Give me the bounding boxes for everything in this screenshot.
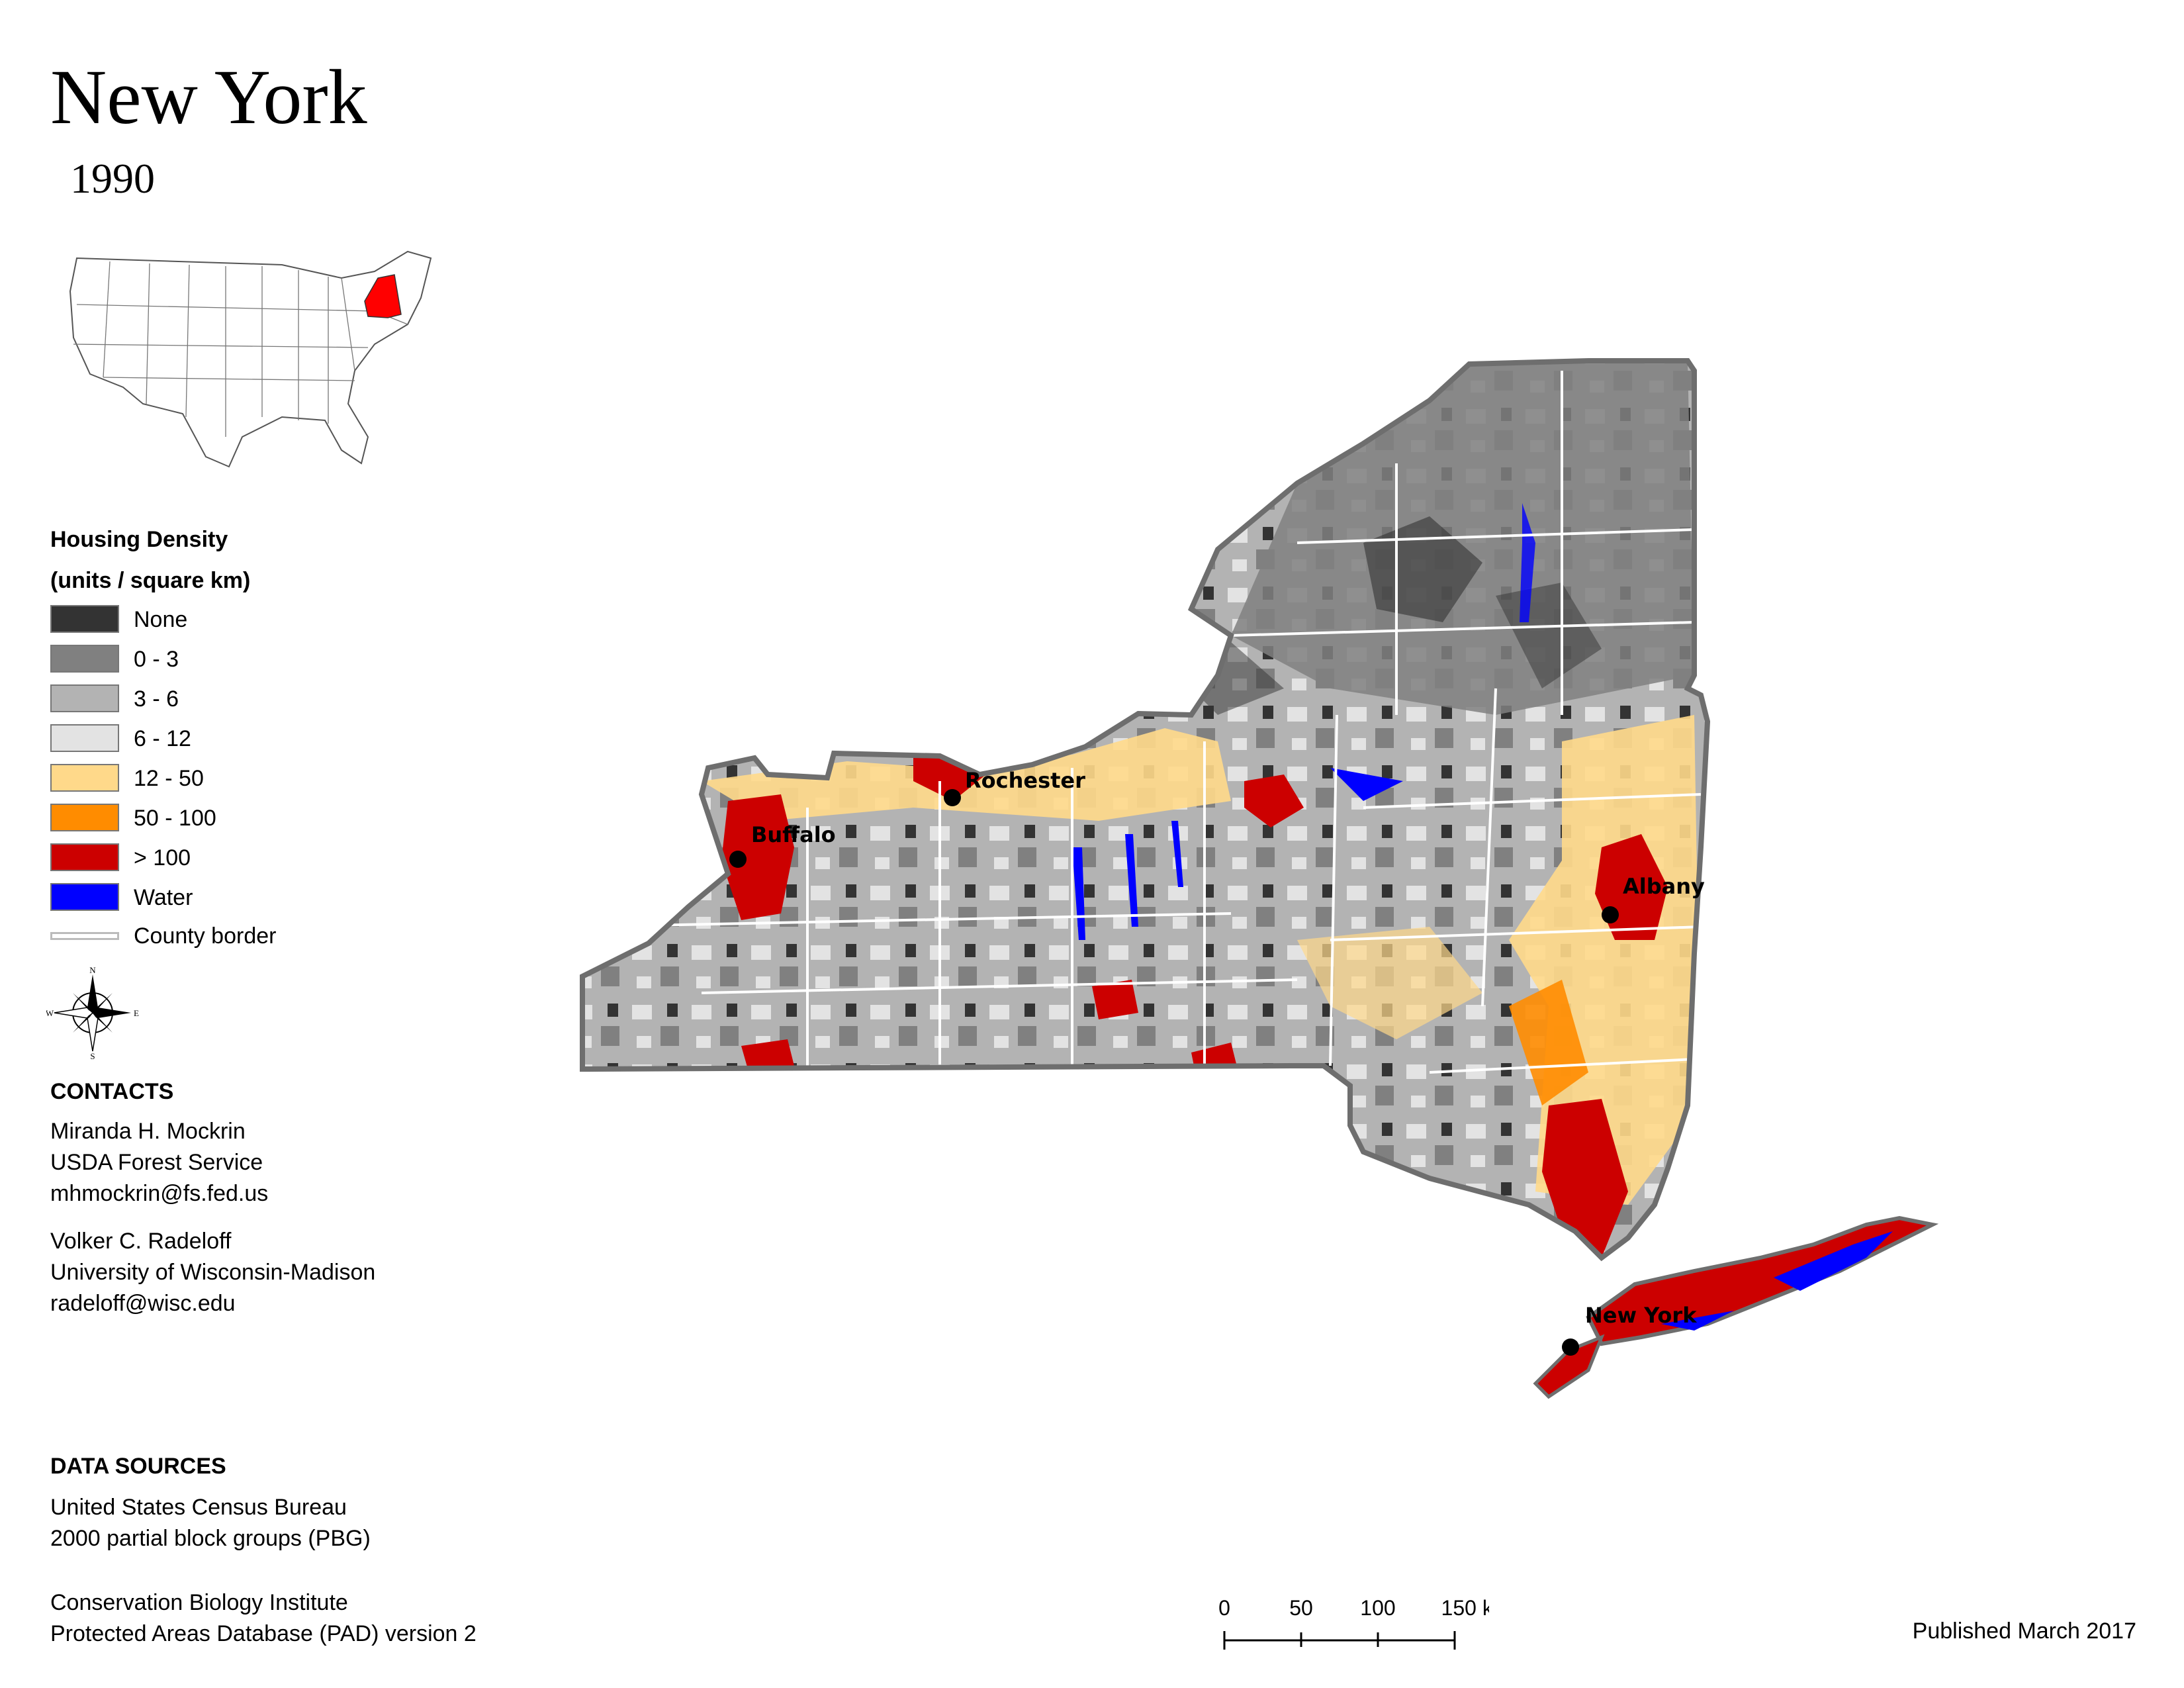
- contacts-heading: CONTACTS: [50, 1079, 174, 1104]
- contact-org: University of Wisconsin-Madison: [50, 1260, 376, 1285]
- legend-swatch: [50, 764, 119, 792]
- nyc-metro-urban-area: [1542, 1099, 1628, 1258]
- urban-area: [741, 1039, 794, 1069]
- buffalo-marker: [729, 851, 747, 868]
- staten-island-shape: [1533, 1334, 1605, 1399]
- data-sources-heading: DATA SOURCES: [50, 1454, 226, 1479]
- legend-swatch: [50, 932, 119, 940]
- city-label-buffalo: Buffalo: [751, 822, 836, 847]
- contact-2: Volker C. Radeloff University of Wiscons…: [50, 1226, 375, 1319]
- medium-density-area: [1509, 980, 1588, 1105]
- legend-label: County border: [134, 923, 277, 949]
- long-island: [1533, 1215, 1939, 1399]
- data-source-2: Conservation Biology Institute Protected…: [50, 1587, 477, 1650]
- compass-east: E: [134, 1008, 139, 1018]
- legend-heading: Housing Density: [50, 527, 228, 552]
- new-york-marker: [1562, 1338, 1579, 1356]
- legend-label: 50 - 100: [134, 806, 216, 831]
- contact-name: Volker C. Radeloff: [50, 1229, 232, 1254]
- legend-item-12-50: 12 - 50: [50, 761, 447, 794]
- legend-swatch: [50, 684, 119, 712]
- urban-area: [1191, 1043, 1238, 1069]
- finger-lake-water: [1171, 821, 1183, 887]
- legend-swatch: [50, 724, 119, 752]
- compass-rose-icon: N S E W: [46, 966, 139, 1059]
- great-south-bay-water: [1661, 1311, 1734, 1331]
- legend-label: 6 - 12: [134, 726, 191, 751]
- legend-item-6-12: 6 - 12: [50, 722, 447, 755]
- legend-units: (units / square km): [50, 568, 251, 593]
- contact-name: Miranda H. Mockrin: [50, 1119, 246, 1144]
- city-labels: Rochester Buffalo Albany New York: [751, 768, 1705, 1328]
- legend-swatch: [50, 843, 119, 871]
- legend-label: None: [134, 607, 188, 632]
- scale-tick-label: 0: [1218, 1596, 1230, 1620]
- long-island-south-shore-water: [1774, 1231, 1893, 1291]
- source-line: Conservation Biology Institute: [50, 1590, 348, 1615]
- legend-label: > 100: [134, 845, 191, 870]
- buffalo-urban-area: [721, 794, 794, 920]
- lake-water: [1520, 503, 1535, 622]
- finger-lake-water: [1125, 834, 1138, 927]
- compass-north: N: [89, 966, 96, 975]
- albany-marker: [1602, 906, 1619, 923]
- legend-item-over-100: > 100: [50, 841, 447, 874]
- new-york-density-map: Rochester Buffalo Albany New York: [580, 358, 1939, 1399]
- map-title: New York: [50, 54, 367, 140]
- legend-item-county-border: County border: [50, 919, 447, 952]
- source-line: 2000 partial block groups (PBG): [50, 1526, 371, 1551]
- legend-item-none: None: [50, 602, 447, 635]
- legend-item-50-100: 50 - 100: [50, 801, 447, 834]
- data-source-1: United States Census Bureau 2000 partial…: [50, 1492, 371, 1554]
- legend-item-3-6: 3 - 6: [50, 682, 447, 715]
- us-outline: [69, 250, 432, 468]
- city-markers: [729, 789, 1619, 1356]
- contact-email: radeloff@wisc.edu: [50, 1291, 236, 1316]
- urban-area: [1092, 980, 1138, 1019]
- contact-1: Miranda H. Mockrin USDA Forest Service m…: [50, 1116, 268, 1209]
- published-date: Published March 2017: [1912, 1618, 2136, 1644]
- syracuse-urban-area: [1244, 774, 1304, 827]
- source-line: United States Census Bureau: [50, 1495, 347, 1520]
- suburban-area: [1297, 927, 1482, 1039]
- legend-swatch: [50, 883, 119, 911]
- legend-label: Water: [134, 885, 193, 910]
- scale-bar: 0 50 100 150 km: [1218, 1596, 1489, 1650]
- legend-title: Housing Density (units / square km): [50, 519, 250, 601]
- legend-label: 12 - 50: [134, 766, 204, 791]
- legend-label: 3 - 6: [134, 686, 179, 712]
- rochester-marker: [944, 789, 961, 806]
- scale-tick-label: 50: [1289, 1596, 1313, 1620]
- legend-swatch: [50, 645, 119, 673]
- city-label-rochester: Rochester: [965, 768, 1085, 793]
- compass-south: S: [90, 1051, 95, 1059]
- legend-label: 0 - 3: [134, 647, 179, 672]
- legend-swatch: [50, 804, 119, 831]
- city-label-new-york: New York: [1585, 1303, 1697, 1328]
- contact-email: mhmockrin@fs.fed.us: [50, 1181, 269, 1206]
- no-housing-area: [1363, 516, 1482, 622]
- source-line: Protected Areas Database (PAD) version 2: [50, 1621, 477, 1646]
- map-year: 1990: [70, 155, 155, 202]
- contact-org: USDA Forest Service: [50, 1150, 263, 1175]
- new-york-state-outline: [580, 358, 1711, 1262]
- new-york-highlight: [364, 274, 402, 318]
- city-label-albany: Albany: [1623, 874, 1705, 899]
- compass-west: W: [46, 1008, 54, 1018]
- scale-tick-label: 150 km: [1441, 1596, 1489, 1620]
- us-inset-map: [69, 250, 432, 468]
- legend-item-0-3: 0 - 3: [50, 642, 447, 675]
- scale-tick-label: 100: [1360, 1596, 1395, 1620]
- legend-swatch: [50, 605, 119, 633]
- oneida-lake-water: [1330, 768, 1403, 801]
- county-borders: [582, 371, 1702, 1074]
- legend-item-water: Water: [50, 880, 447, 914]
